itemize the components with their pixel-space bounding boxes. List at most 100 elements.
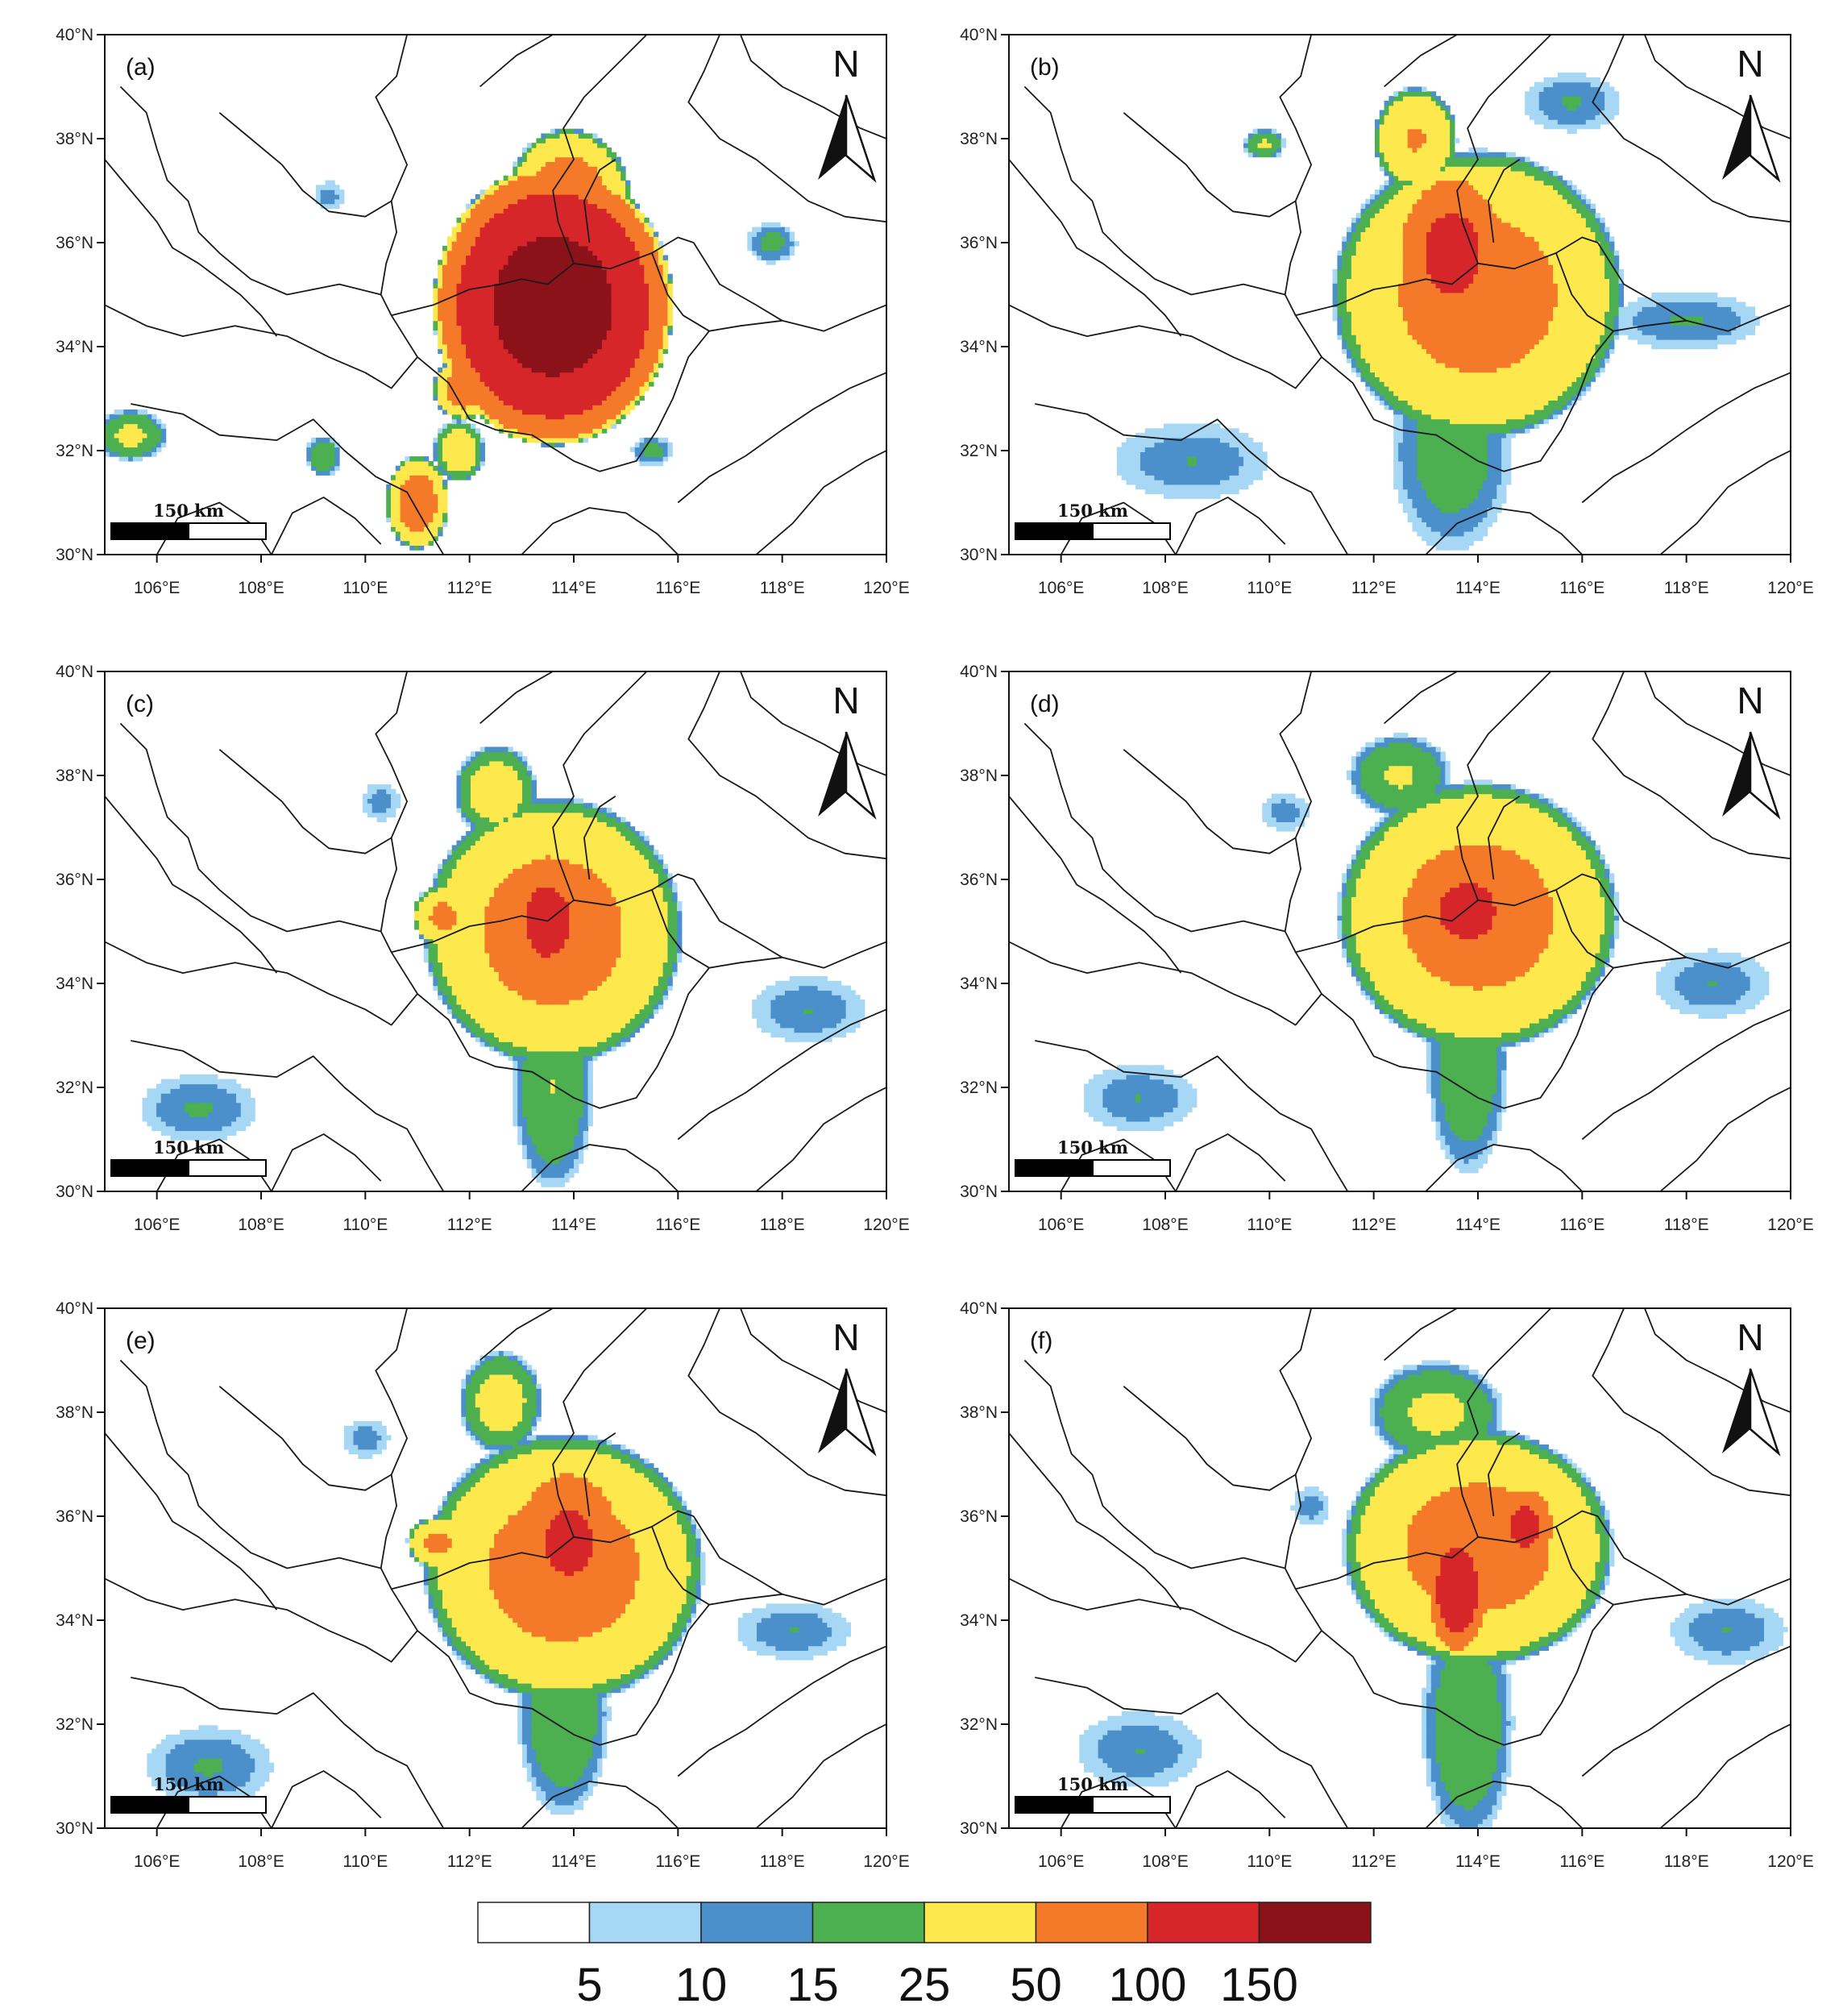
precip-cell bbox=[414, 470, 420, 476]
precip-cell bbox=[137, 433, 143, 439]
precip-cell bbox=[1393, 376, 1399, 382]
precip-cell bbox=[1257, 447, 1263, 452]
precip-cell bbox=[442, 447, 448, 452]
precip-cell bbox=[625, 208, 631, 214]
precip-cell bbox=[132, 437, 139, 443]
precip-cell bbox=[484, 218, 490, 223]
precip-cell bbox=[550, 148, 556, 153]
precip-cell bbox=[503, 292, 509, 298]
precip-cell bbox=[423, 517, 430, 522]
precip-cell bbox=[536, 325, 542, 330]
precip-cell bbox=[471, 447, 476, 452]
precip-cell bbox=[1187, 493, 1193, 499]
precip-cell bbox=[629, 283, 636, 289]
precip-cell bbox=[625, 292, 631, 298]
precip-cell bbox=[1196, 451, 1202, 457]
precip-cell bbox=[1473, 442, 1479, 448]
precip-cell bbox=[531, 236, 537, 242]
precip-cell bbox=[1215, 428, 1221, 434]
precip-cell bbox=[1468, 522, 1474, 527]
precip-cell bbox=[1501, 456, 1507, 462]
precip-cell bbox=[471, 250, 476, 256]
precip-cell bbox=[1417, 405, 1422, 410]
precip-cell bbox=[498, 203, 504, 209]
precip-cell bbox=[1445, 484, 1451, 490]
precip-cell bbox=[1412, 512, 1418, 518]
precip-cell bbox=[1463, 498, 1469, 504]
precip-cell bbox=[513, 171, 518, 177]
precip-cell bbox=[1510, 358, 1517, 364]
precip-cell bbox=[522, 171, 528, 177]
precip-cell bbox=[1454, 386, 1460, 392]
precip-cell bbox=[446, 306, 453, 312]
precip-cell bbox=[554, 414, 561, 420]
precip-cell bbox=[531, 343, 537, 350]
precip-cell bbox=[649, 268, 654, 275]
precip-cell bbox=[569, 423, 575, 429]
precip-cell bbox=[559, 283, 565, 289]
precip-cell bbox=[508, 198, 513, 205]
precip-cell bbox=[503, 358, 509, 364]
precip-cell bbox=[1149, 465, 1155, 472]
precip-cell bbox=[629, 363, 636, 368]
precip-cell bbox=[1398, 493, 1404, 499]
precip-cell bbox=[1492, 447, 1497, 452]
precip-cell bbox=[1459, 503, 1465, 509]
precip-cell bbox=[1196, 423, 1202, 429]
precip-cell bbox=[513, 301, 518, 307]
precip-cell bbox=[1168, 437, 1174, 443]
precip-cell bbox=[554, 376, 561, 382]
precip-cell bbox=[597, 250, 603, 256]
precip-cell bbox=[550, 405, 556, 410]
precip-cell bbox=[456, 273, 462, 280]
precip-cell bbox=[1182, 456, 1188, 462]
precip-cell bbox=[536, 306, 542, 312]
precip-cell bbox=[498, 297, 504, 303]
precip-cell bbox=[1365, 372, 1371, 377]
precip-cell bbox=[625, 335, 631, 340]
precip-cell bbox=[629, 268, 636, 275]
precip-cell bbox=[658, 283, 664, 289]
precip-cell bbox=[606, 372, 612, 377]
precip-cell bbox=[395, 465, 401, 472]
precip-cell bbox=[484, 260, 490, 265]
precip-cell bbox=[621, 409, 626, 415]
precip-cell bbox=[433, 381, 438, 387]
precip-cell bbox=[508, 260, 513, 265]
precip-cell bbox=[662, 315, 668, 322]
precip-cell bbox=[583, 400, 588, 405]
precip-cell bbox=[498, 386, 504, 392]
precip-cell bbox=[405, 517, 410, 522]
precip-cell bbox=[578, 133, 584, 139]
precip-cell bbox=[1135, 484, 1141, 490]
precip-cell bbox=[461, 343, 467, 350]
precip-cell bbox=[621, 268, 626, 275]
precip-cell bbox=[123, 409, 129, 415]
precip-cell bbox=[1201, 493, 1206, 499]
precip-cell bbox=[1450, 395, 1455, 401]
precip-cell bbox=[597, 245, 603, 251]
precip-cell bbox=[1407, 418, 1413, 425]
precip-cell bbox=[1144, 470, 1151, 476]
precip-cell bbox=[526, 273, 533, 280]
precip-cell bbox=[479, 451, 485, 457]
precip-cell bbox=[1422, 363, 1427, 368]
precip-cell bbox=[536, 376, 542, 382]
precip-cell bbox=[522, 218, 528, 223]
precip-cell bbox=[517, 208, 523, 214]
precip-cell bbox=[592, 161, 598, 167]
precip-cell bbox=[1454, 465, 1460, 472]
precip-cell bbox=[471, 335, 476, 340]
precip-cell bbox=[574, 189, 579, 195]
precip-cell bbox=[386, 488, 392, 495]
precip-cell bbox=[1430, 400, 1437, 405]
precip-cell bbox=[123, 428, 129, 434]
precip-cell bbox=[508, 405, 513, 410]
precip-cell bbox=[629, 288, 636, 293]
precip-cell bbox=[625, 297, 631, 303]
precip-cell bbox=[479, 189, 485, 195]
precip-cell bbox=[1422, 428, 1427, 434]
precip-cell bbox=[1219, 484, 1226, 490]
precip-cell bbox=[1534, 395, 1540, 401]
precip-cell bbox=[564, 400, 570, 405]
